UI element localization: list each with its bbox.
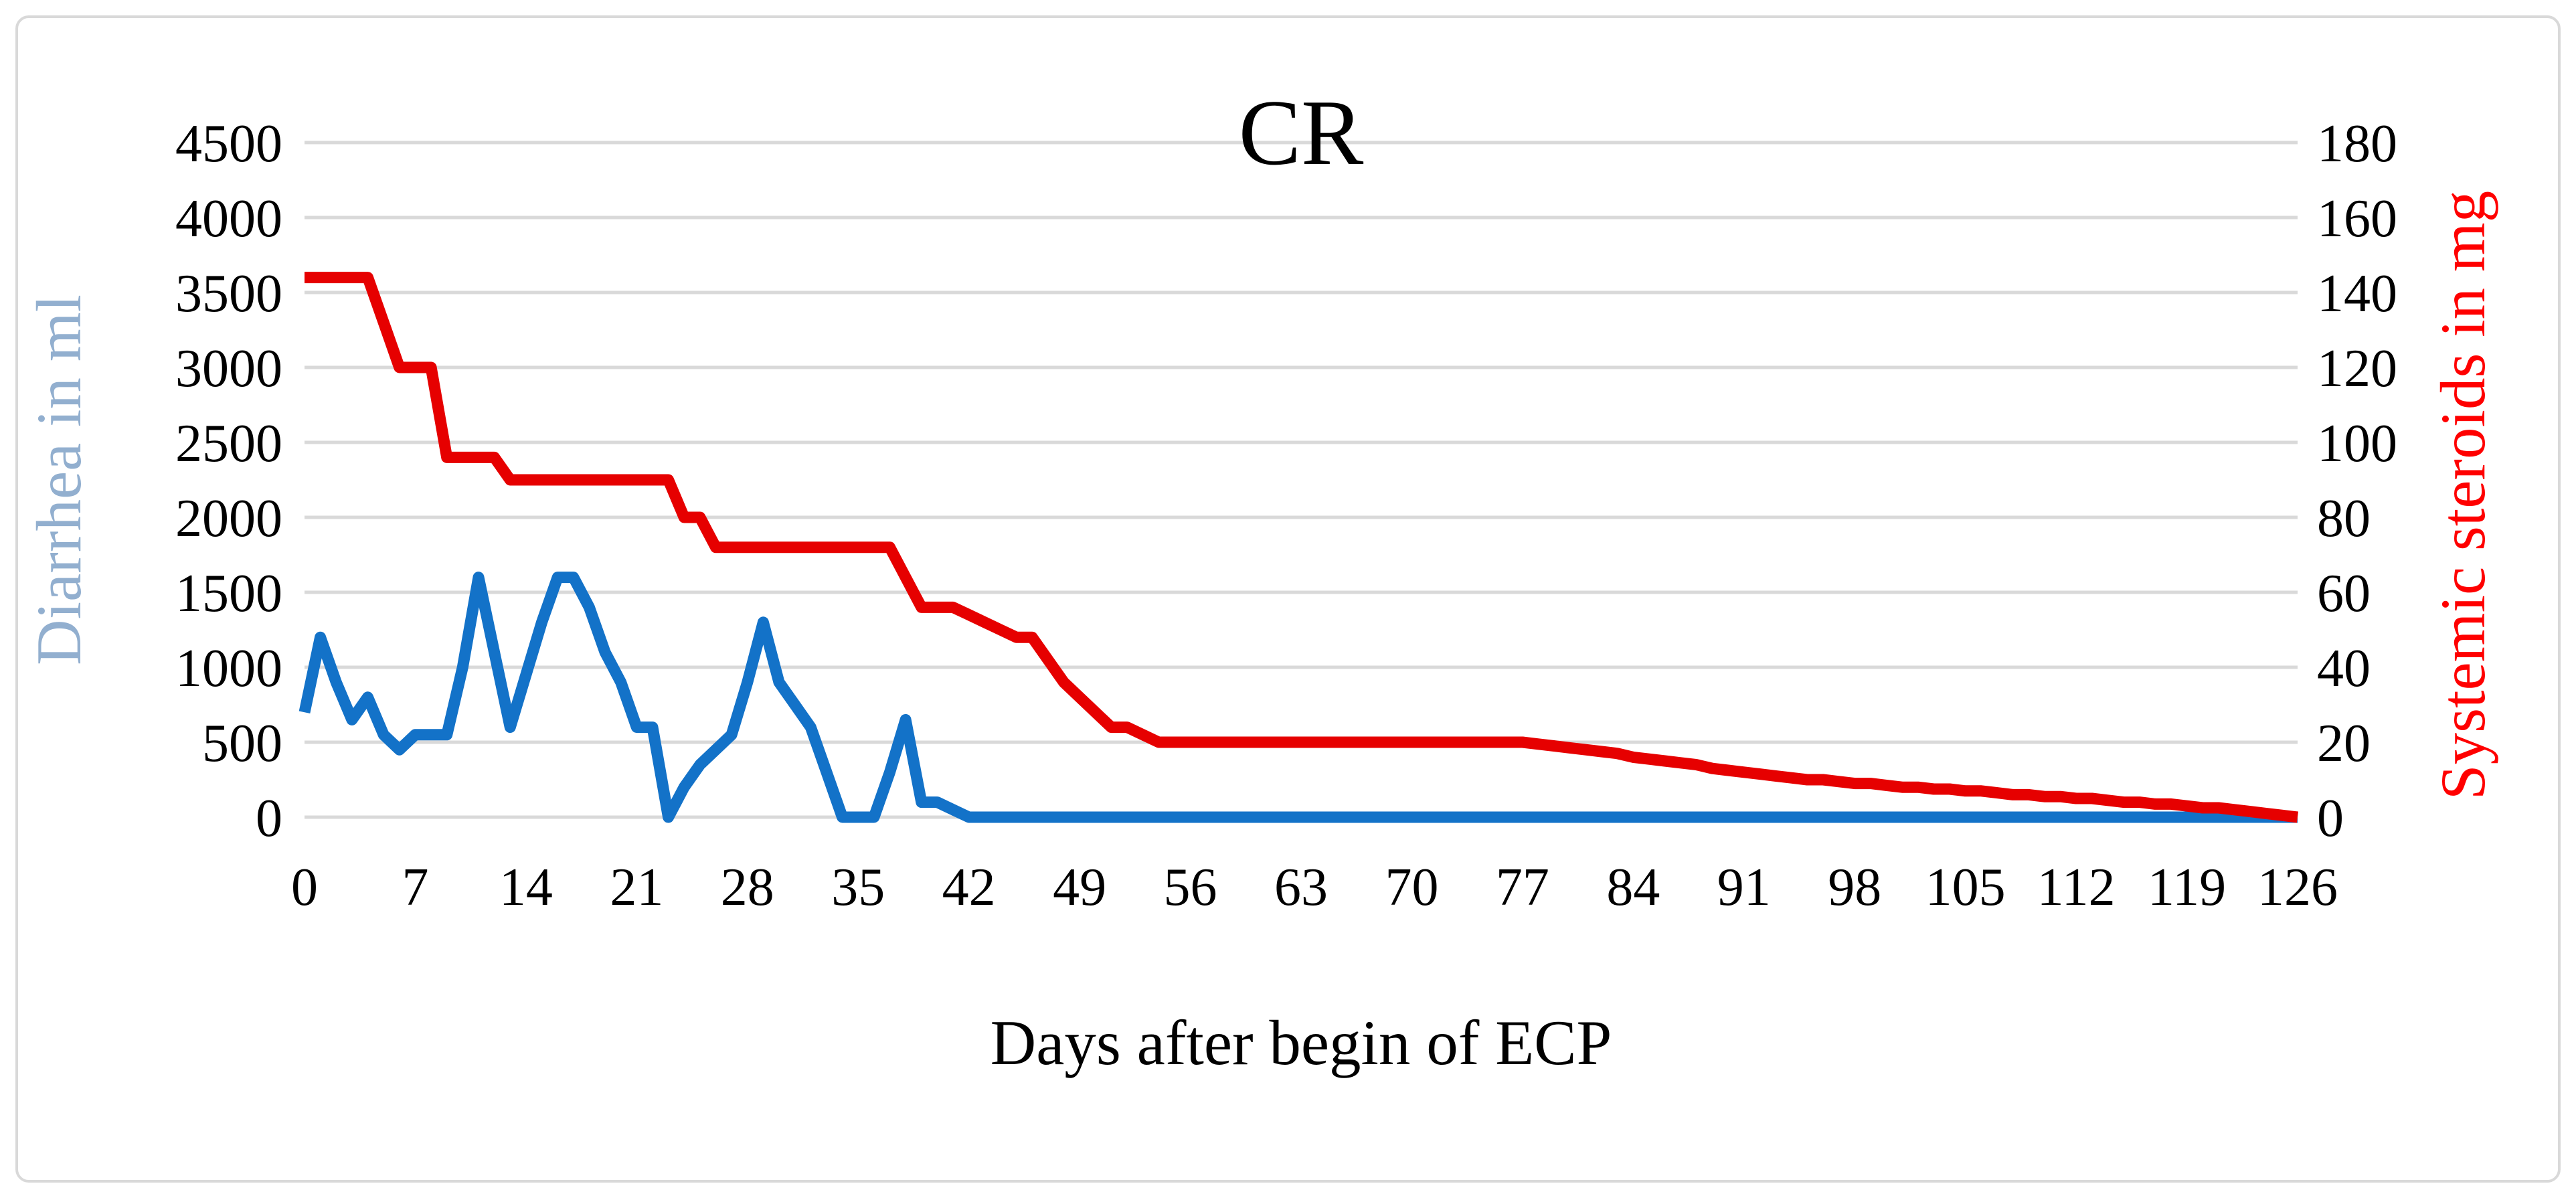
left-axis-tick-label: 1500 (175, 564, 282, 623)
x-axis-tick-label: 84 (1606, 858, 1660, 917)
right-axis-tick-label: 120 (2317, 339, 2397, 398)
series-line-diarrhea (298, 572, 2298, 823)
right-axis-tick-label: 140 (2317, 264, 2397, 323)
x-axis-tick-label: 70 (1385, 858, 1438, 917)
x-axis-title: Days after begin of ECP (991, 1007, 1612, 1078)
left-axis-tick-label: 3000 (175, 339, 282, 398)
x-axis-tick-label: 91 (1717, 858, 1771, 917)
left-axis-tick-label: 4000 (175, 189, 282, 248)
x-axis-tick-label: 105 (1925, 858, 2006, 917)
x-axis-tick-label: 42 (942, 858, 996, 917)
x-axis-tick-label: 35 (831, 858, 885, 917)
left-axis-tick-label: 3500 (175, 264, 282, 323)
x-axis-tick-label: 77 (1496, 858, 1549, 917)
left-axis-tick-label: 2500 (175, 414, 282, 473)
right-axis-tick-label: 80 (2317, 489, 2371, 548)
right-axis-tick-label: 20 (2317, 714, 2371, 773)
chart-title: CR (1239, 81, 1364, 185)
x-axis-tick-label: 28 (721, 858, 774, 917)
x-axis-tick-label: 14 (499, 858, 553, 917)
right-axis-tick-label: 100 (2317, 414, 2397, 473)
right-axis-tick-label: 160 (2317, 189, 2397, 248)
x-axis-tick-label: 0 (291, 858, 318, 917)
figure-border-frame (15, 15, 2561, 1183)
left-axis-tick-label: 500 (202, 714, 282, 773)
left-axis-tick-label: 2000 (175, 489, 282, 548)
x-axis-tick-label: 21 (610, 858, 663, 917)
x-axis-tick-label: 126 (2257, 858, 2338, 917)
x-axis-tick-labels: 0 7 14 21 28 35 42 49 56 63 70 77 84 91 98 105 112 119 126 (291, 858, 2338, 917)
right-axis-tick-label: 60 (2317, 564, 2371, 623)
right-axis-tick-label: 0 (2317, 789, 2344, 848)
right-axis-title: Systemic steroids in mg (2427, 191, 2498, 800)
left-axis-tick-labels: 0 500 1000 1500 2000 2500 3000 3500 4000 4500 (175, 114, 282, 848)
right-axis-tick-label: 180 (2317, 114, 2397, 173)
x-axis-tick-label: 119 (2148, 858, 2226, 917)
x-axis-tick-label: 112 (2037, 858, 2116, 917)
series-lines (298, 272, 2299, 823)
x-axis-tick-label: 63 (1274, 858, 1328, 917)
x-axis-tick-label: 49 (1053, 858, 1106, 917)
series-line-steroids (305, 272, 2299, 823)
left-axis-tick-label: 0 (256, 789, 282, 848)
x-axis-tick-label: 98 (1828, 858, 1881, 917)
left-axis-tick-label: 4500 (175, 114, 282, 173)
right-axis-tick-label: 40 (2317, 639, 2371, 698)
x-axis-tick-label: 7 (402, 858, 428, 917)
left-axis-title: Diarrhea in ml (23, 294, 94, 665)
right-axis-tick-labels: 0 20 40 60 80 100 120 140 160 180 (2317, 114, 2397, 848)
x-axis-tick-label: 56 (1164, 858, 1217, 917)
left-axis-tick-label: 1000 (175, 639, 282, 698)
